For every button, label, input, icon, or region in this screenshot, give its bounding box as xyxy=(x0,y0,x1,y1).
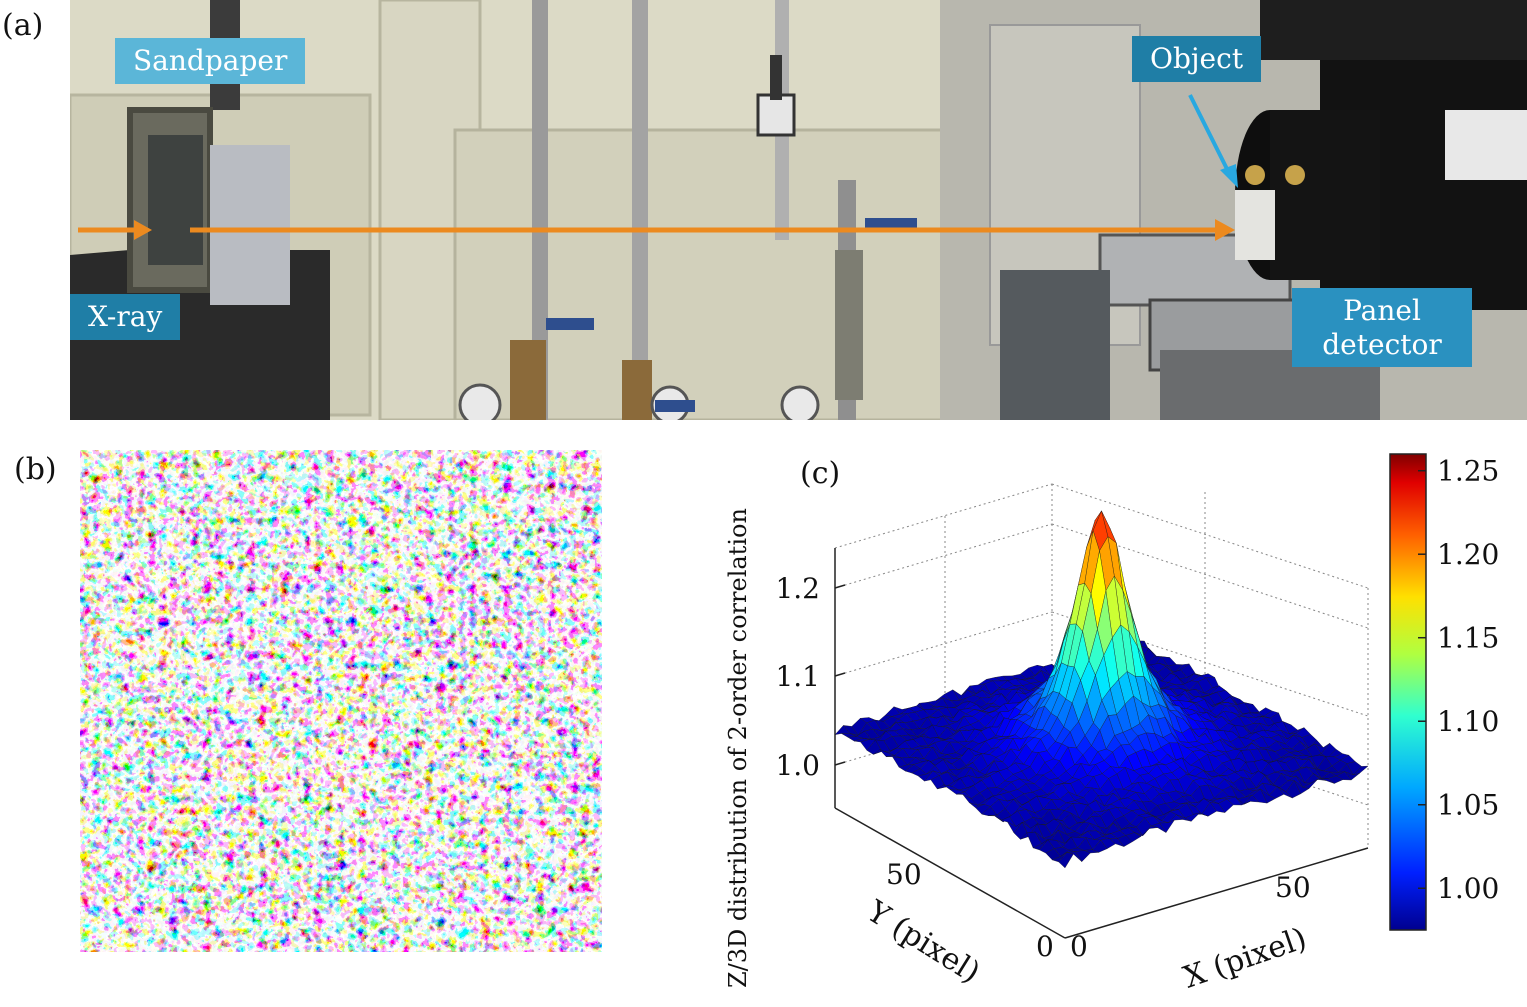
panel-label-a: (a) xyxy=(2,8,44,43)
colorbar-tick-label: 1.05 xyxy=(1437,789,1499,822)
z-tick-label: 1.2 xyxy=(775,572,820,605)
lab-photo-drawing xyxy=(70,0,1527,420)
y-axis-title: Y (pixel) xyxy=(860,894,986,991)
xray-beam-arrowhead-out xyxy=(1215,219,1235,241)
z-tick-label: 1.1 xyxy=(775,660,820,693)
panel-detector-line1: Panel xyxy=(1343,294,1421,327)
y-tick-label: 50 xyxy=(886,858,922,891)
colorbar-tick-label: 1.25 xyxy=(1437,455,1499,488)
xray-beam-arrowhead-in xyxy=(134,220,152,240)
z-tick-marks xyxy=(834,584,846,766)
surface-plot: 1.0 1.1 1.2 50 0 0 50 Y (pixel) X (pixel… xyxy=(700,440,1527,1003)
z-tick-label: 1.0 xyxy=(775,749,820,782)
colorbar xyxy=(1389,453,1427,931)
colorbar-ticks: 1.00 1.05 1.10 1.15 1.20 1.25 xyxy=(1418,455,1499,905)
surface-facet xyxy=(1058,852,1074,869)
colorbar-tick-label: 1.15 xyxy=(1437,622,1499,655)
colorbar-tick-label: 1.10 xyxy=(1437,705,1499,738)
colorbar-tick-label: 1.00 xyxy=(1437,872,1499,905)
panel-detector-tag: Panel detector xyxy=(1292,288,1472,368)
sandpaper-tag: Sandpaper xyxy=(115,38,306,84)
x-tick-label: 50 xyxy=(1275,871,1311,904)
surface-mesh xyxy=(834,510,1369,869)
surface-plot-svg: 1.0 1.1 1.2 50 0 0 50 Y (pixel) X (pixel… xyxy=(724,453,1499,996)
z-axis-title: Z/3D distribution of 2-order correlation xyxy=(724,508,752,988)
xray-tag: X-ray xyxy=(70,294,181,340)
panel-label-b: (b) xyxy=(14,452,57,487)
panel-label-c: (c) xyxy=(800,456,841,491)
speckle-pattern xyxy=(80,450,602,952)
y-tick-label: 0 xyxy=(1036,930,1054,963)
x-tick-label: 0 xyxy=(1070,930,1088,963)
object-pointer-arrowhead xyxy=(1220,164,1238,188)
colorbar-tick-label: 1.20 xyxy=(1437,538,1499,571)
lab-setup-photo: Sandpaper Object X-ray Panel detector xyxy=(70,0,1527,420)
speckle-image xyxy=(80,450,602,952)
object-pointer-arrow xyxy=(1188,94,1232,176)
panel-detector-line2: detector xyxy=(1322,327,1442,361)
object-tag: Object xyxy=(1132,36,1262,82)
x-axis-title: X (pixel) xyxy=(1179,921,1311,996)
